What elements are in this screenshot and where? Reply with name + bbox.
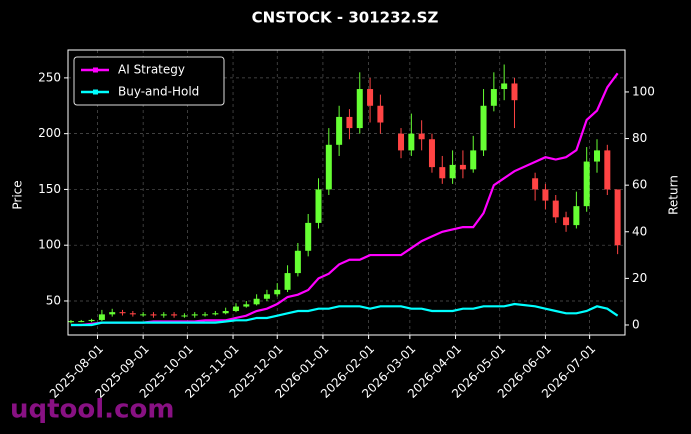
candle-body — [284, 273, 291, 290]
legend-label: Buy-and-Hold — [118, 85, 199, 99]
plot-frame — [67, 49, 626, 336]
candle-body — [614, 189, 621, 246]
candle-body — [418, 133, 425, 140]
y2-tick-label: 100 — [632, 84, 655, 98]
candle-body — [583, 161, 590, 207]
candle-body — [470, 150, 477, 170]
y-tick-label: 250 — [38, 70, 61, 84]
candle-body — [367, 89, 374, 106]
line-series — [70, 302, 619, 327]
legend-label: AI Strategy — [118, 63, 185, 77]
candle-body — [171, 314, 178, 316]
candle-body — [181, 315, 188, 317]
legend-marker — [93, 67, 98, 73]
candle-body — [160, 314, 167, 316]
chart-title: CNSTOCK - 301232.SZ — [252, 9, 439, 27]
candle-body — [449, 164, 456, 179]
y-tick-label: 50 — [46, 293, 61, 307]
candle-body — [532, 178, 539, 190]
line-series — [70, 72, 619, 327]
candle-body — [511, 83, 518, 101]
candle-body — [150, 314, 157, 316]
candle-body — [67, 321, 74, 323]
legend-marker — [93, 89, 98, 95]
candle-body — [490, 89, 497, 106]
candle-body — [356, 89, 363, 129]
candle-body — [439, 167, 446, 179]
candle-body — [202, 314, 209, 316]
candle-body — [98, 314, 105, 320]
y2-tick-label: 80 — [632, 131, 647, 145]
candle-body — [78, 321, 85, 323]
candle-body — [501, 83, 508, 90]
y2-axis-label: Return — [667, 175, 681, 215]
candle-body — [480, 105, 487, 151]
candle-body — [253, 298, 260, 305]
y-tick-label: 200 — [38, 126, 61, 140]
candle-body — [428, 139, 435, 168]
candle-body — [88, 319, 95, 322]
candle-body — [573, 206, 580, 226]
candle-body — [315, 189, 322, 223]
candle-body — [274, 289, 281, 295]
y2-tick-label: 60 — [632, 178, 647, 192]
candle-body — [243, 304, 250, 307]
candle-body — [594, 150, 601, 162]
candle-body — [398, 133, 405, 151]
candle-body — [542, 189, 549, 201]
candle-body — [294, 250, 301, 274]
candle-body — [325, 144, 332, 190]
candle-body — [408, 133, 415, 151]
y-tick-label: 100 — [38, 238, 61, 252]
candle-body — [109, 312, 116, 315]
legend-box — [73, 56, 225, 106]
candle-body — [305, 222, 312, 251]
candle-body — [119, 312, 126, 314]
candle-body — [222, 311, 229, 314]
watermark: uqtool.com — [10, 395, 174, 425]
candle-body — [140, 314, 147, 316]
candle-body — [552, 200, 559, 218]
y-tick-label: 150 — [38, 182, 61, 196]
y2-tick-label: 20 — [632, 271, 647, 285]
candle-body — [129, 313, 136, 315]
candle-body — [212, 313, 219, 315]
candle-body — [232, 306, 239, 312]
y-axis-label: Price — [11, 180, 25, 209]
candle-body — [346, 116, 353, 129]
candle-body — [459, 164, 466, 170]
candle-body — [336, 116, 343, 145]
candle-body — [604, 150, 611, 190]
candle-body — [377, 105, 384, 123]
candle-body — [191, 314, 198, 316]
y2-tick-label: 0 — [632, 317, 640, 331]
y2-tick-label: 40 — [632, 224, 647, 238]
candle-body — [263, 294, 270, 299]
candle-body — [563, 217, 570, 226]
